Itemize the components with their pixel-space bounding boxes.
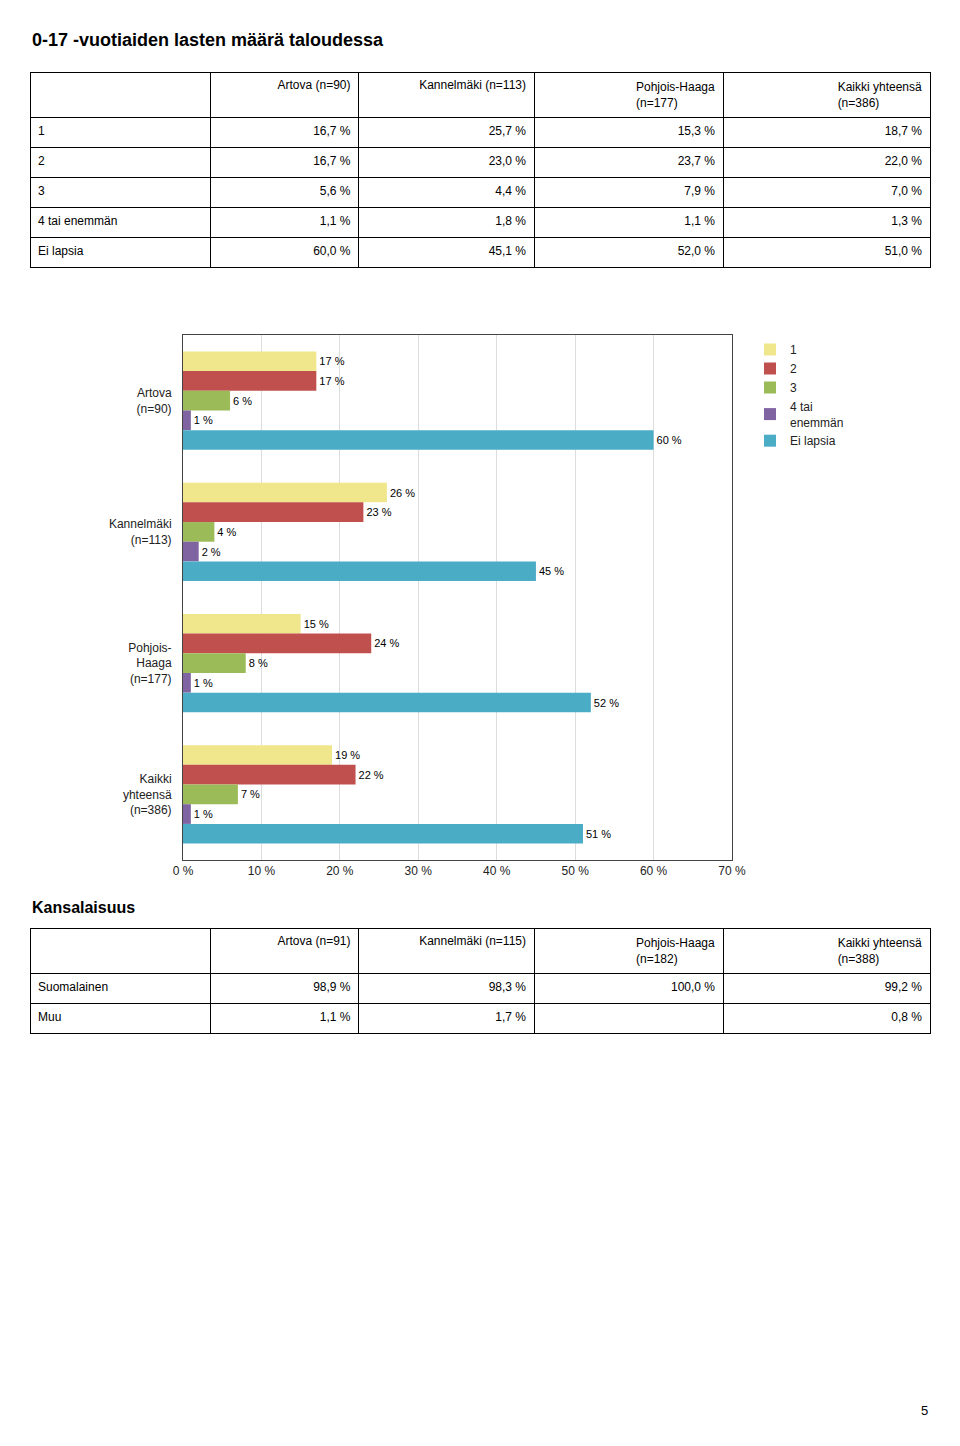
svg-text:1,3 %: 1,3 %	[891, 214, 922, 228]
svg-text:5: 5	[921, 1403, 928, 1418]
svg-text:52 %: 52 %	[594, 697, 619, 709]
svg-text:10 %: 10 %	[248, 864, 276, 878]
svg-text:1,1 %: 1,1 %	[320, 1010, 351, 1024]
svg-text:99,2 %: 99,2 %	[885, 980, 923, 994]
svg-text:1 %: 1 %	[194, 414, 213, 426]
svg-text:2: 2	[38, 154, 45, 168]
svg-text:3: 3	[38, 184, 45, 198]
svg-text:4 taienemmän: 4 taienemmän	[790, 400, 843, 430]
svg-text:Suomalainen: Suomalainen	[38, 980, 108, 994]
svg-text:98,9 %: 98,9 %	[313, 980, 351, 994]
svg-text:Kansalaisuus: Kansalaisuus	[32, 899, 135, 916]
svg-text:3: 3	[790, 381, 797, 395]
svg-text:1,1 %: 1,1 %	[320, 214, 351, 228]
svg-text:Kannelmäki(n=113): Kannelmäki(n=113)	[109, 517, 172, 547]
svg-text:24 %: 24 %	[374, 637, 399, 649]
svg-text:Kaikki yhteensä(n=386): Kaikki yhteensä(n=386)	[838, 80, 922, 110]
svg-text:1: 1	[790, 343, 797, 357]
svg-text:52,0 %: 52,0 %	[678, 244, 716, 258]
svg-text:100,0 %: 100,0 %	[671, 980, 715, 994]
svg-text:70 %: 70 %	[718, 864, 746, 878]
svg-text:23,7 %: 23,7 %	[678, 154, 716, 168]
svg-text:15 %: 15 %	[304, 618, 329, 630]
svg-text:51,0 %: 51,0 %	[885, 244, 923, 258]
svg-text:60 %: 60 %	[640, 864, 668, 878]
svg-text:1,8 %: 1,8 %	[495, 214, 526, 228]
svg-text:1,7 %: 1,7 %	[495, 1010, 526, 1024]
svg-text:Pohjois-Haaga(n=177): Pohjois-Haaga(n=177)	[128, 641, 172, 686]
svg-text:1 %: 1 %	[194, 677, 213, 689]
svg-text:17 %: 17 %	[319, 375, 344, 387]
svg-text:51 %: 51 %	[586, 828, 611, 840]
svg-text:22 %: 22 %	[359, 769, 384, 781]
svg-text:Kaikkiyhteensä(n=386): Kaikkiyhteensä(n=386)	[123, 772, 172, 817]
svg-text:4 %: 4 %	[217, 526, 236, 538]
svg-text:25,7 %: 25,7 %	[489, 124, 527, 138]
svg-text:4,4 %: 4,4 %	[495, 184, 526, 198]
svg-text:5,6 %: 5,6 %	[320, 184, 351, 198]
svg-text:26 %: 26 %	[390, 487, 415, 499]
svg-text:2 %: 2 %	[202, 546, 221, 558]
svg-text:Pohjois-Haaga(n=182): Pohjois-Haaga(n=182)	[636, 936, 715, 966]
svg-text:1,1 %: 1,1 %	[684, 214, 715, 228]
svg-text:20 %: 20 %	[326, 864, 354, 878]
svg-text:0,8 %: 0,8 %	[891, 1010, 922, 1024]
svg-text:22,0 %: 22,0 %	[885, 154, 923, 168]
svg-text:45,1 %: 45,1 %	[489, 244, 527, 258]
svg-text:98,3 %: 98,3 %	[489, 980, 527, 994]
svg-text:Muu: Muu	[38, 1010, 61, 1024]
svg-text:30 %: 30 %	[405, 864, 433, 878]
svg-text:Artova(n=90): Artova(n=90)	[137, 386, 172, 416]
svg-text:19 %: 19 %	[335, 749, 360, 761]
svg-text:0-17 -vuotiaiden lasten määrä: 0-17 -vuotiaiden lasten määrä taloudessa	[32, 30, 384, 50]
svg-text:50 %: 50 %	[561, 864, 589, 878]
svg-text:40 %: 40 %	[483, 864, 511, 878]
svg-text:Ei lapsia: Ei lapsia	[790, 434, 836, 448]
svg-text:23 %: 23 %	[366, 506, 391, 518]
svg-text:7,9 %: 7,9 %	[684, 184, 715, 198]
svg-text:Artova (n=90): Artova (n=90)	[277, 78, 350, 92]
svg-text:16,7 %: 16,7 %	[313, 154, 351, 168]
svg-text:7,0 %: 7,0 %	[891, 184, 922, 198]
svg-text:Kannelmäki (n=113): Kannelmäki (n=113)	[419, 78, 526, 92]
svg-text:4 tai enemmän: 4 tai enemmän	[38, 214, 117, 228]
svg-text:15,3 %: 15,3 %	[678, 124, 716, 138]
svg-text:Ei lapsia: Ei lapsia	[38, 244, 84, 258]
svg-text:1 %: 1 %	[194, 808, 213, 820]
svg-text:Kannelmäki (n=115): Kannelmäki (n=115)	[419, 934, 526, 948]
svg-text:8 %: 8 %	[249, 657, 268, 669]
svg-text:60 %: 60 %	[657, 434, 682, 446]
svg-text:45 %: 45 %	[539, 565, 564, 577]
svg-text:Pohjois-Haaga(n=177): Pohjois-Haaga(n=177)	[636, 80, 715, 110]
svg-text:60,0 %: 60,0 %	[313, 244, 351, 258]
svg-text:Kaikki yhteensä(n=388): Kaikki yhteensä(n=388)	[838, 936, 922, 966]
svg-text:16,7 %: 16,7 %	[313, 124, 351, 138]
svg-text:17 %: 17 %	[319, 355, 344, 367]
svg-text:6 %: 6 %	[233, 395, 252, 407]
svg-text:0 %: 0 %	[173, 864, 194, 878]
svg-text:18,7 %: 18,7 %	[885, 124, 923, 138]
svg-text:Artova (n=91): Artova (n=91)	[277, 934, 350, 948]
svg-text:2: 2	[790, 362, 797, 376]
svg-text:23,0 %: 23,0 %	[489, 154, 527, 168]
svg-text:7 %: 7 %	[241, 788, 260, 800]
svg-text:1: 1	[38, 124, 45, 138]
